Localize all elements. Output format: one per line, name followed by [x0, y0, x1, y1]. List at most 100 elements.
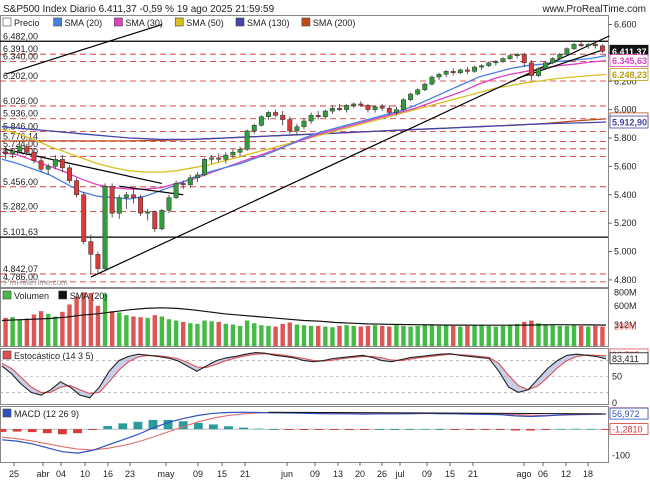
macd-histogram-bar — [510, 429, 520, 431]
candle-body — [280, 115, 286, 120]
macd-histogram-bar — [586, 428, 596, 430]
x-axis-label: 13 — [333, 469, 343, 479]
volume-bar — [209, 321, 214, 346]
sma30-line — [1, 59, 607, 190]
price-level-label: 5.846,00 — [3, 121, 38, 131]
volume-bar — [45, 313, 51, 346]
volume-bar — [280, 323, 285, 346]
chart-title: S&P500 Index Diario 6.411,37 -0,59 % 19 … — [3, 4, 275, 15]
candle-body — [266, 112, 271, 117]
candle-body — [457, 69, 463, 74]
price-axis-label: 5.200 — [614, 218, 637, 228]
volume-legend-swatch — [2, 290, 12, 300]
macd-histogram-bar — [526, 429, 535, 431]
macd-histogram-bar — [133, 421, 143, 430]
volume-bar — [17, 319, 22, 346]
volume-bar — [166, 319, 172, 346]
macd-histogram-bar — [314, 429, 324, 430]
candle-body — [52, 159, 58, 167]
candle-body — [514, 54, 520, 56]
candle-body — [159, 210, 165, 230]
x-axis-label: 20 — [355, 469, 365, 479]
macd-histogram-bar — [359, 429, 369, 430]
macd-tag-box — [609, 407, 649, 420]
candle-body — [237, 149, 243, 153]
candle-body — [251, 125, 257, 132]
volume-bar — [180, 321, 186, 346]
x-axis-label: 09 — [422, 469, 432, 479]
volume-bar — [195, 323, 200, 346]
volume-bar — [131, 316, 136, 346]
x-axis-label: 21 — [240, 469, 250, 479]
candle-body — [88, 241, 94, 255]
price-axis-label: 4.800 — [614, 275, 637, 285]
candle-body — [273, 112, 279, 116]
volume-bar — [351, 325, 356, 346]
volume-bar — [593, 325, 598, 346]
volume-legend-swatch — [58, 290, 68, 300]
sma130-line — [1, 121, 607, 141]
legends: Precio SMA (20) SMA (30) SMA (50) SMA (130) S… — [2, 17, 355, 419]
candle-body — [67, 167, 72, 181]
volume-bar — [202, 320, 207, 346]
macd-histogram-bar — [118, 423, 128, 430]
candle-body — [500, 58, 506, 62]
x-axis-label: 06 — [538, 469, 548, 479]
candle-body — [422, 83, 428, 91]
price-level-label: 5.936,00 — [3, 109, 38, 119]
volume-bar — [124, 315, 129, 346]
volume-bar — [109, 311, 115, 346]
volume-legend-label: SMA (20) — [70, 291, 108, 301]
candle-body — [180, 183, 186, 186]
macd-histogram-bar — [224, 426, 233, 430]
price-tag-label: 6.345,63 — [612, 56, 647, 66]
volume-bar — [493, 326, 499, 346]
price-axis-label: 5.600 — [614, 161, 637, 171]
candle-body — [358, 103, 364, 106]
volume-bar — [514, 323, 520, 346]
volume-bar — [443, 325, 449, 346]
price-axis-label: 6.000 — [614, 105, 637, 115]
volume-bar — [529, 320, 534, 346]
candle-body — [173, 183, 179, 198]
volume-bar — [24, 318, 30, 346]
macd-axis-label: -100 — [612, 451, 630, 461]
volume-bar — [252, 323, 257, 346]
volume-bar — [465, 325, 470, 346]
price-level-label: 4.842,07 — [3, 264, 38, 274]
macd-histogram-bar — [178, 421, 188, 430]
candle-body — [59, 159, 65, 169]
price-level-label: 5.456,00 — [3, 177, 38, 187]
volume-bar — [344, 325, 349, 346]
macd-histogram-bar — [375, 429, 384, 430]
volume-bar — [451, 325, 456, 346]
volume-bar — [379, 325, 385, 346]
price-legend-swatch — [235, 17, 245, 27]
macd-histogram-bar — [435, 429, 445, 430]
volume-bar — [365, 325, 371, 346]
volume-bar — [117, 312, 122, 346]
volume-bar — [53, 316, 58, 346]
price-level-label: 6.482,00 — [3, 31, 38, 41]
candle-body — [344, 105, 350, 110]
volume-bar — [138, 317, 143, 346]
x-axis-label: 09 — [193, 469, 203, 479]
macd-histogram-bar — [465, 429, 475, 430]
price-tag-box — [609, 68, 649, 81]
candle-body — [578, 44, 584, 47]
macd-legend-label: MACD (12 26 9) — [14, 409, 79, 419]
macd-histogram-bar — [254, 428, 264, 430]
volume-sma-line — [1, 307, 607, 326]
macd-histogram-bar — [495, 429, 505, 430]
candle-body — [372, 106, 378, 110]
macd-axis-label: -1,2810 — [612, 425, 643, 435]
price-legend-swatch — [2, 17, 12, 27]
candle-body — [479, 65, 485, 68]
candle-body — [152, 211, 158, 230]
macd-axis-label: 56,972 — [612, 409, 640, 419]
candle-body — [123, 194, 129, 198]
volume-bar — [507, 324, 513, 346]
macd-histogram-bar — [57, 429, 67, 435]
candle-body — [287, 119, 293, 132]
stochastic-tag-box — [609, 352, 649, 365]
